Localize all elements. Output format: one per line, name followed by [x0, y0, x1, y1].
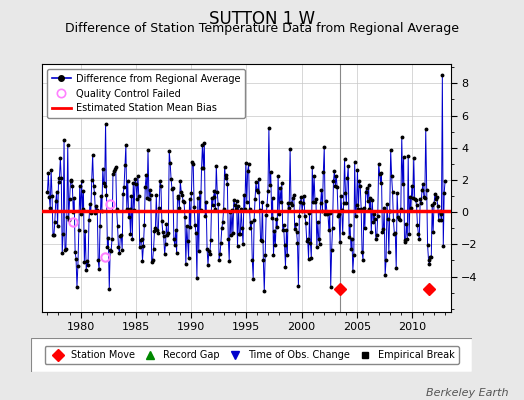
- Legend: Difference from Regional Average, Quality Control Failed, Estimated Station Mean: Difference from Regional Average, Qualit…: [47, 69, 245, 118]
- Legend: Station Move, Record Gap, Time of Obs. Change, Empirical Break: Station Move, Record Gap, Time of Obs. C…: [45, 346, 459, 364]
- Text: Berkeley Earth: Berkeley Earth: [426, 388, 508, 398]
- FancyBboxPatch shape: [31, 338, 472, 372]
- Text: Difference of Station Temperature Data from Regional Average: Difference of Station Temperature Data f…: [65, 22, 459, 35]
- Text: SUTTON 1 W: SUTTON 1 W: [209, 10, 315, 28]
